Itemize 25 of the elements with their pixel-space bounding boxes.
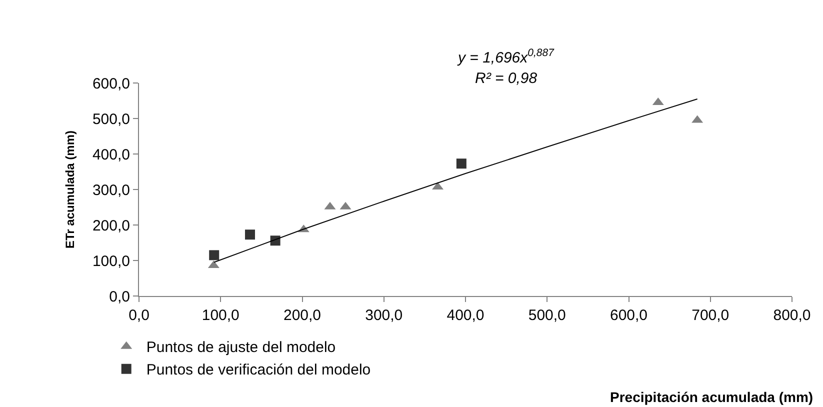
- point: [245, 230, 256, 240]
- point: [209, 250, 220, 260]
- x-tick-label: 400,0: [446, 307, 484, 324]
- x-tick-label: 0,0: [128, 307, 150, 324]
- y-tick-label: 300,0: [92, 182, 130, 199]
- y-tick-label: 400,0: [92, 146, 130, 164]
- x-tick-label: 200,0: [283, 307, 322, 324]
- point: [456, 158, 466, 169]
- annotation: R² = 0,98: [475, 70, 538, 87]
- x-tick-label: 500,0: [528, 307, 566, 324]
- y-tick-label: 600,0: [92, 75, 130, 92]
- y-tick-label: 500,0: [92, 110, 130, 128]
- x-tick-label: 300,0: [365, 307, 403, 324]
- y-tick-label: 200,0: [92, 217, 130, 234]
- legend-label: Puntos de ajuste del modelo: [146, 339, 336, 356]
- x-tick-label: 800,0: [773, 307, 811, 324]
- x-tick-label: 700,0: [692, 307, 730, 324]
- y-tick-label: 0,0: [109, 288, 130, 306]
- x-tick-label: 100,0: [202, 307, 240, 324]
- legend-label: Puntos de verificación del modelo: [146, 362, 371, 379]
- x-tick-label: 600,0: [610, 307, 648, 324]
- text: y = 1,696x$^{0,887}$: [457, 47, 556, 66]
- y-tick-label: 100,0: [92, 252, 130, 270]
- y-axis-title: ETr acumulada (mm): [62, 130, 77, 249]
- x-axis-title: Precipitación acumulada (mm): [610, 389, 814, 405]
